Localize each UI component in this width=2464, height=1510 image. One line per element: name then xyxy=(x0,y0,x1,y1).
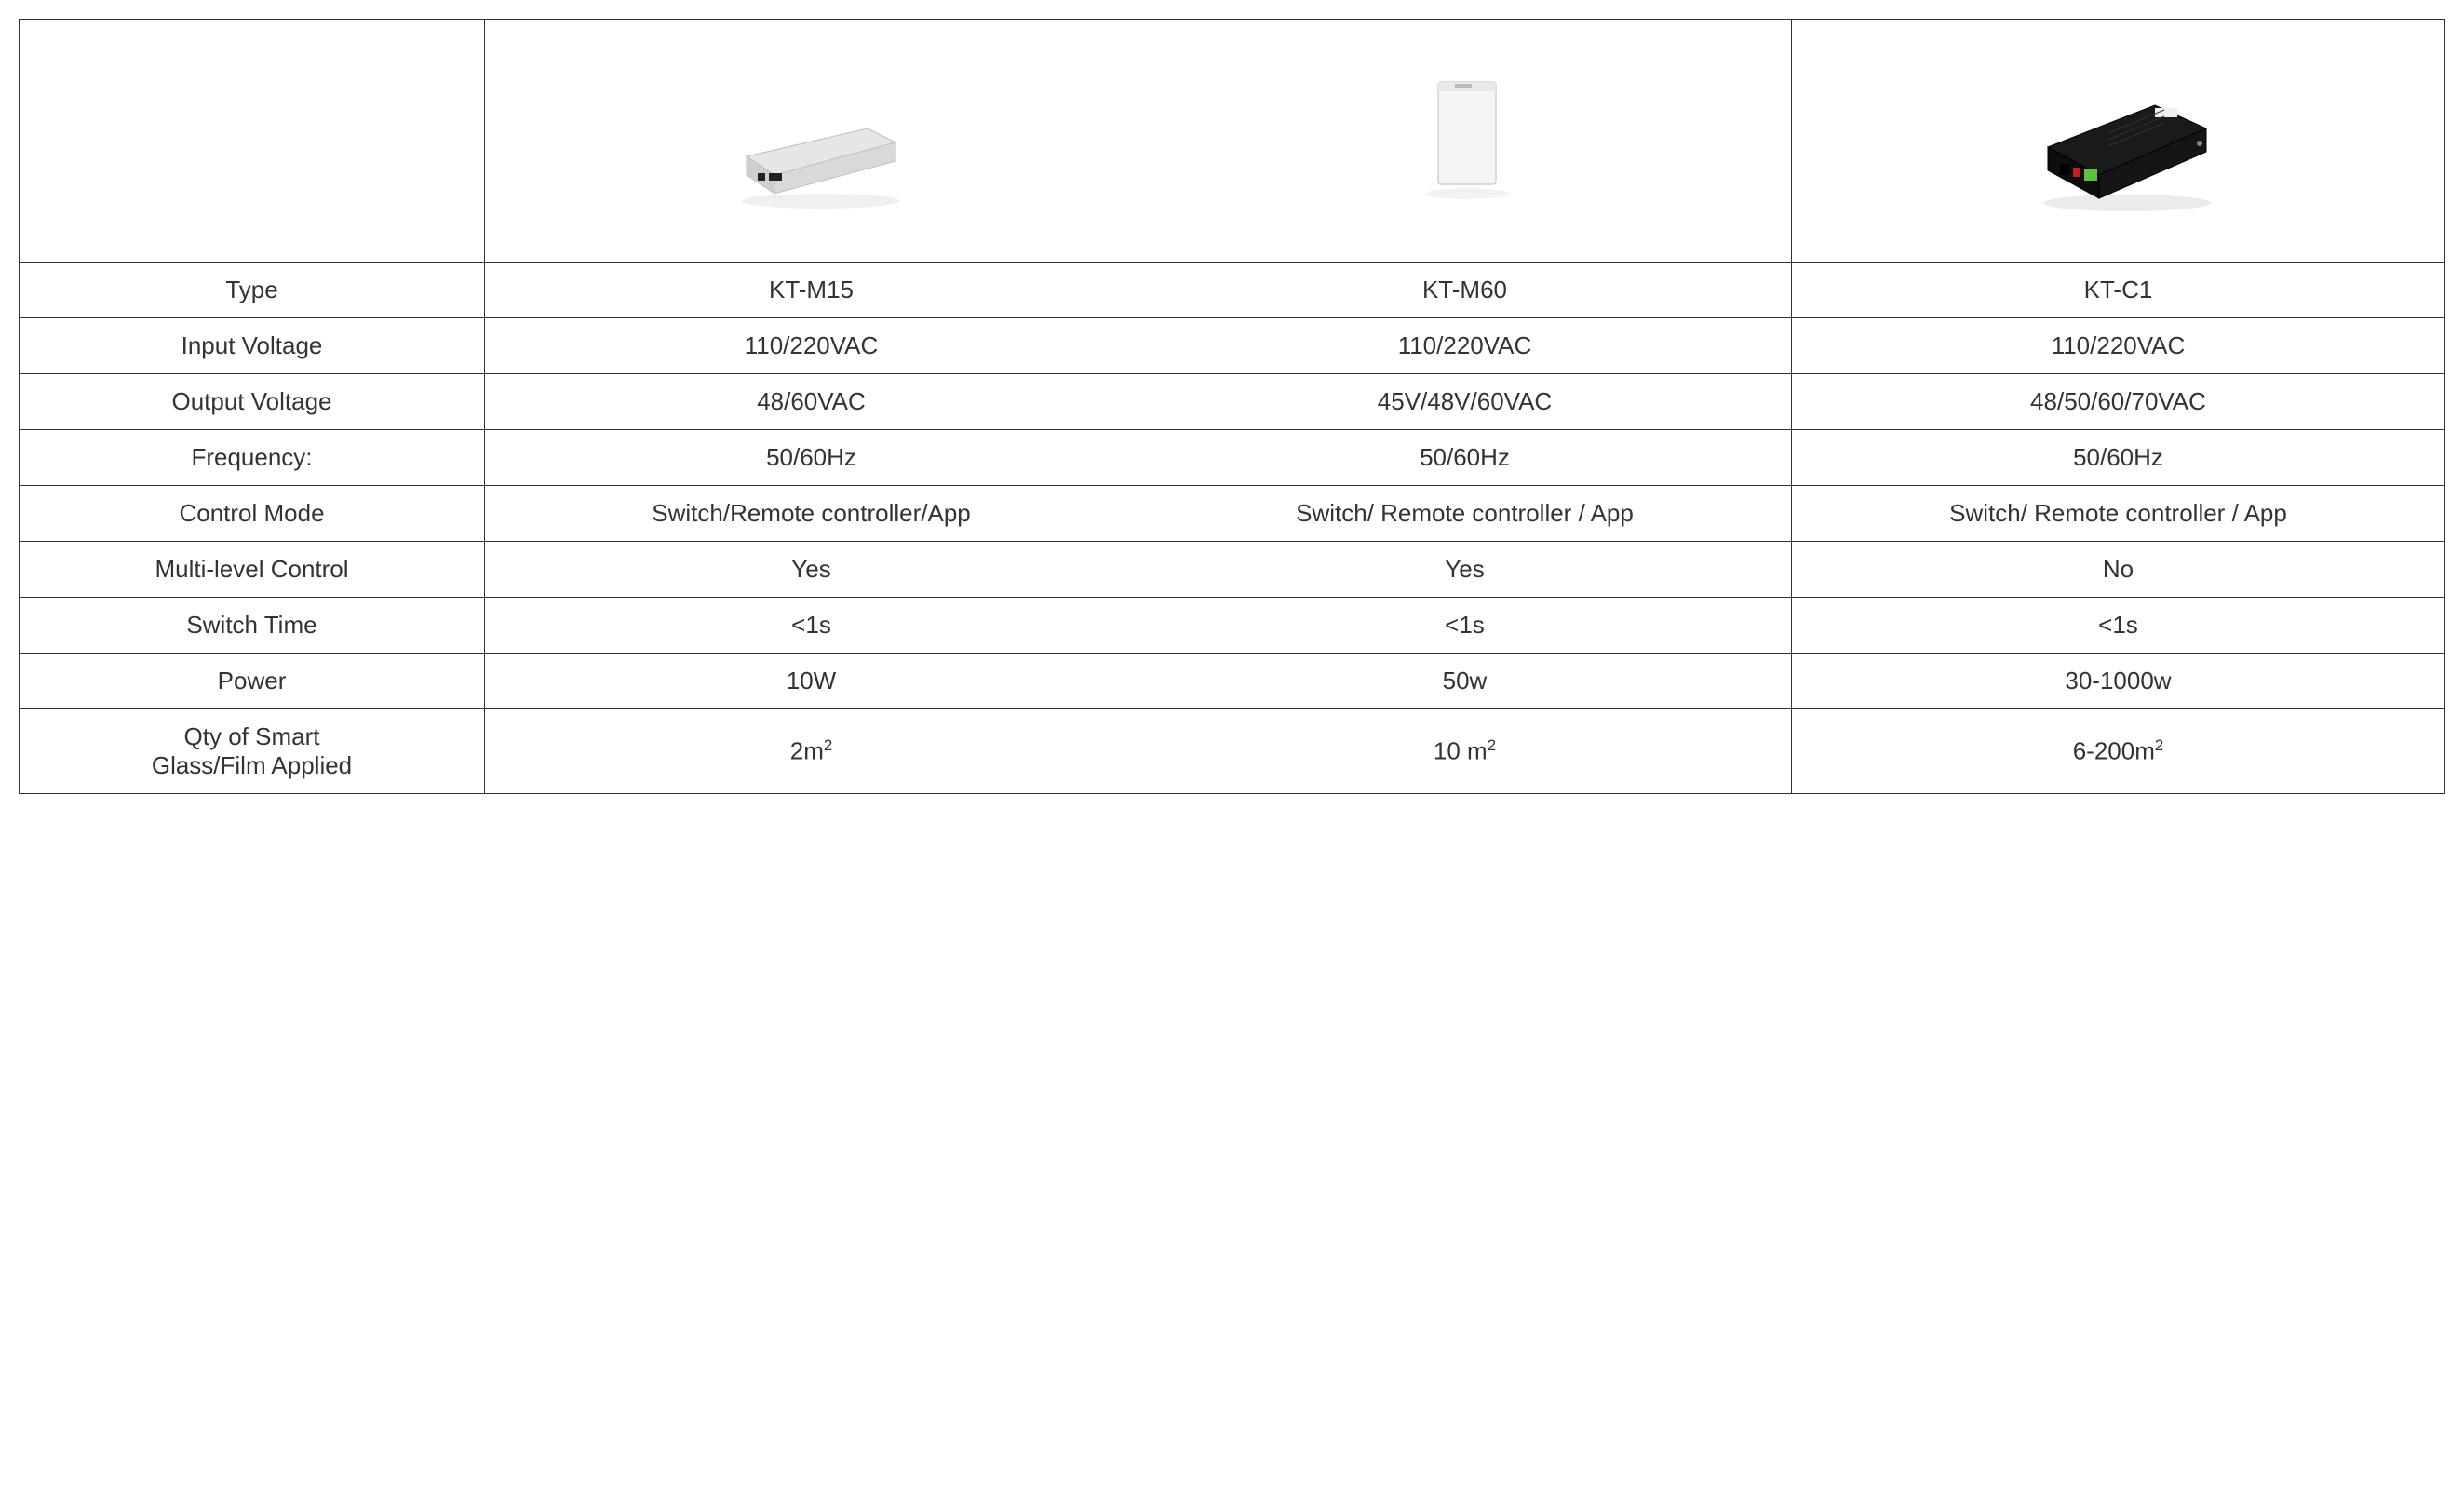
row-value-col1: <1s xyxy=(485,598,1138,654)
row-value-col3: 30-1000w xyxy=(1791,654,2444,709)
table-row: Control Mode Switch/Remote controller/Ap… xyxy=(20,486,2445,542)
product-image-cell-1 xyxy=(485,20,1138,263)
image-row-label-cell xyxy=(20,20,485,263)
table-row: Input Voltage 110/220VAC 110/220VAC 110/… xyxy=(20,318,2445,374)
qty-col2-base: 10 m xyxy=(1434,737,1488,765)
row-value-col3: Switch/ Remote controller / App xyxy=(1791,486,2444,542)
product-image-cell-3 xyxy=(1791,20,2444,263)
row-value-col3: 50/60Hz xyxy=(1791,430,2444,486)
qty-label-line2: Glass/Film Applied xyxy=(152,751,352,779)
row-value-col3: KT-C1 xyxy=(1791,263,2444,318)
row-value-col2: 110/220VAC xyxy=(1138,318,1792,374)
row-label: Multi-level Control xyxy=(20,542,485,598)
row-label: Output Voltage xyxy=(20,374,485,430)
product-image-cell-2 xyxy=(1138,20,1792,263)
row-value-col2: 50/60Hz xyxy=(1138,430,1792,486)
qty-col3-base: 6-200m xyxy=(2073,737,2155,765)
row-value-qty-col1: 2m2 xyxy=(485,709,1138,794)
qty-col1-sup: 2 xyxy=(824,736,832,754)
table-row: Output Voltage 48/60VAC 45V/48V/60VAC 48… xyxy=(20,374,2445,430)
row-value-col3: No xyxy=(1791,542,2444,598)
row-value-col2: Switch/ Remote controller / App xyxy=(1138,486,1792,542)
row-label: Switch Time xyxy=(20,598,485,654)
row-label: Input Voltage xyxy=(20,318,485,374)
row-value-col2: 50w xyxy=(1138,654,1792,709)
row-value-col3: 48/50/60/70VAC xyxy=(1791,374,2444,430)
qty-col3-sup: 2 xyxy=(2155,736,2163,754)
row-value-col3: <1s xyxy=(1791,598,2444,654)
qty-label-line1: Qty of Smart xyxy=(184,722,320,750)
row-value-col1: 50/60Hz xyxy=(485,430,1138,486)
row-value-col1: 48/60VAC xyxy=(485,374,1138,430)
table-row: Multi-level Control Yes Yes No xyxy=(20,542,2445,598)
table-body: Type KT-M15 KT-M60 KT-C1 Input Voltage 1… xyxy=(20,20,2445,794)
row-value-qty-col2: 10 m2 xyxy=(1138,709,1792,794)
black-power-supply-icon xyxy=(2015,54,2220,222)
row-value-col1: 110/220VAC xyxy=(485,318,1138,374)
row-label: Type xyxy=(20,263,485,318)
row-value-col3: 110/220VAC xyxy=(1791,318,2444,374)
table-row: Switch Time <1s <1s <1s xyxy=(20,598,2445,654)
table-row: Type KT-M15 KT-M60 KT-C1 xyxy=(20,263,2445,318)
white-flat-box-icon xyxy=(1362,54,1567,222)
silver-power-box-icon xyxy=(709,54,914,222)
row-value-col1: Switch/Remote controller/App xyxy=(485,486,1138,542)
spec-comparison-table: Type KT-M15 KT-M60 KT-C1 Input Voltage 1… xyxy=(19,19,2445,794)
qty-col2-sup: 2 xyxy=(1488,736,1496,754)
row-value-col2: <1s xyxy=(1138,598,1792,654)
table-row: Power 10W 50w 30-1000w xyxy=(20,654,2445,709)
table-row-qty: Qty of Smart Glass/Film Applied 2m2 10 m… xyxy=(20,709,2445,794)
row-value-col1: Yes xyxy=(485,542,1138,598)
row-label: Frequency: xyxy=(20,430,485,486)
row-label: Power xyxy=(20,654,485,709)
image-row xyxy=(20,20,2445,263)
row-value-col2: Yes xyxy=(1138,542,1792,598)
table-row: Frequency: 50/60Hz 50/60Hz 50/60Hz xyxy=(20,430,2445,486)
row-label-qty: Qty of Smart Glass/Film Applied xyxy=(20,709,485,794)
row-value-col1: KT-M15 xyxy=(485,263,1138,318)
row-label: Control Mode xyxy=(20,486,485,542)
row-value-qty-col3: 6-200m2 xyxy=(1791,709,2444,794)
row-value-col2: 45V/48V/60VAC xyxy=(1138,374,1792,430)
qty-col1-base: 2m xyxy=(790,737,824,765)
row-value-col1: 10W xyxy=(485,654,1138,709)
row-value-col2: KT-M60 xyxy=(1138,263,1792,318)
